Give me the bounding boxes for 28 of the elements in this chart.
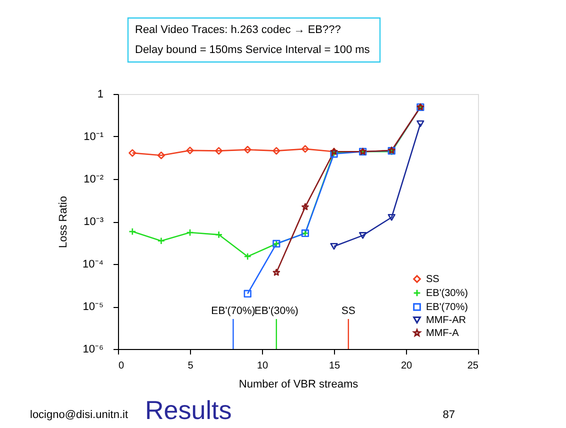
chart-subtitle: Delay bound = 150ms Service Interval = 100 ms xyxy=(135,44,370,56)
x-tick-label: 20 xyxy=(400,360,412,372)
y-tick-label: 10⁻⁵ xyxy=(82,301,104,313)
x-tick-label: 25 xyxy=(467,360,479,372)
x-tick-label: 15 xyxy=(328,360,340,372)
y-tick-label: 10⁻³ xyxy=(84,216,104,228)
text: locigno@disi.unitn.it xyxy=(30,409,128,421)
text: 87 xyxy=(442,409,455,421)
text: Results xyxy=(145,395,232,425)
x-tick-label: 5 xyxy=(188,360,194,372)
legend-label: EB'(30%) xyxy=(426,288,468,299)
y-tick-label: 10⁻⁴ xyxy=(82,258,104,270)
x-axis-title: Number of VBR streams xyxy=(238,378,359,390)
y-tick-label: 10⁻² xyxy=(84,174,104,186)
legend-label: SS xyxy=(426,274,440,285)
legend-label: MMF-AR xyxy=(426,315,466,326)
x-tick-label: 10 xyxy=(256,360,268,372)
ref-line-label: EB'(30%) xyxy=(254,305,298,317)
chart-title: Real Video Traces: h.263 codec → EB??? xyxy=(135,24,341,36)
ref-line-label: EB'(70%) xyxy=(211,305,256,317)
y-axis-title: Loss Ratio xyxy=(58,196,70,248)
legend-label: MMF-A xyxy=(426,328,460,339)
ref-line-label: SS xyxy=(341,305,356,317)
y-tick-label: 10⁻¹ xyxy=(84,131,104,143)
legend-label: EB'(70%) xyxy=(426,302,468,313)
x-tick-label: 0 xyxy=(118,360,124,372)
y-tick-label: 10⁻⁶ xyxy=(82,344,104,356)
y-tick-label: 1 xyxy=(97,88,104,100)
